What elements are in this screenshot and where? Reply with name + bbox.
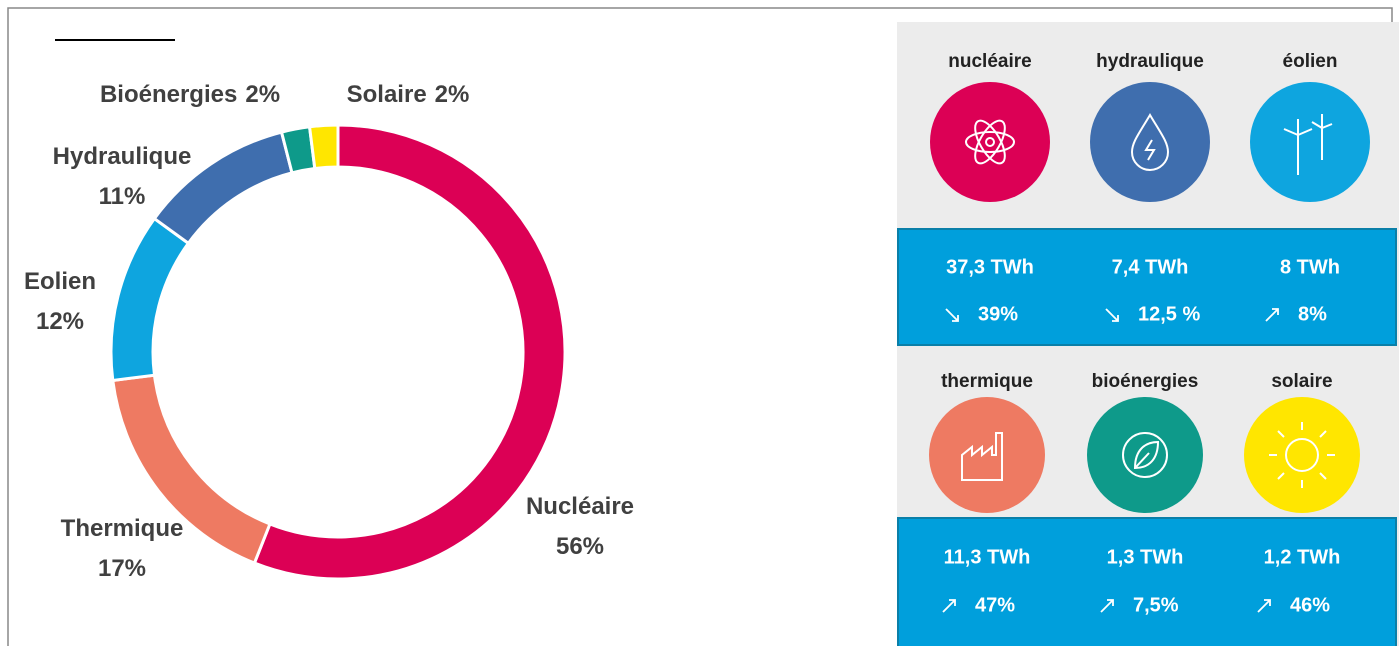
tile-value: 8 TWh [1280,256,1340,278]
panel: nucléaire 37,3 TWh 39% hydraulique 7,4 TWh 12… [941,51,1340,616]
donut-labels: Nucléaire 56% Thermique 17% Eolien 12% Hydraul… [24,81,634,582]
trend-arrow [1265,308,1279,322]
icon-nuclear [930,82,1050,202]
slice-label: Bioénergies 2% [100,81,280,108]
trend-arrow [1100,599,1114,613]
tile-change: 39% [978,303,1018,325]
icon-factory [961,432,1003,481]
slice-name: Bioénergies [100,81,237,108]
slice-value: 12% [36,308,84,335]
tile-name: bioénergies [1092,371,1199,392]
slice-label: Solaire 2% [347,81,470,108]
tile-value: 11,3 TWh [944,546,1031,568]
donut-slice [252,123,567,581]
icon-drop [1130,113,1170,171]
trend-arrow [942,599,956,613]
icon-sun [1269,422,1335,488]
slice-value: 56% [556,533,604,560]
tile-change: 12,5 % [1138,303,1200,325]
slice-label: Hydraulique 11% [53,143,192,210]
tile-name: éolien [1283,51,1338,72]
tile-value: 37,3 TWh [946,256,1034,278]
slice-value: 2% [435,81,470,108]
slice-label: Thermique 17% [61,515,184,582]
donut-slice [109,216,191,383]
tile-name: solaire [1271,371,1332,392]
icon-leaf [1122,432,1168,478]
value-box [897,517,1397,649]
donut-slice [307,123,340,171]
icon-atom [965,119,1015,165]
icon-bio [1087,397,1203,513]
tile-name: hydraulique [1096,51,1204,72]
slice-name: Eolien [24,268,96,295]
slice-value: 17% [98,555,146,582]
tile-change: 7,5% [1133,594,1179,616]
icon-turbine [1283,114,1333,175]
trend-arrow [1105,308,1119,322]
tile-name: thermique [941,371,1033,392]
tile-change: 46% [1290,594,1330,616]
slice-name: Nucléaire [526,493,634,520]
trend-arrow [945,308,959,322]
slice-label: Nucléaire 56% [526,493,634,560]
tile-change: 47% [975,594,1015,616]
icon-solar [1244,397,1360,513]
value-box [897,228,1397,346]
donut [109,123,567,581]
tile-value: 1,2 TWh [1264,546,1341,568]
icon-thermal [929,397,1045,513]
tile-value: 7,4 TWh [1112,256,1189,278]
slice-name: Hydraulique [53,143,192,170]
slice-value: 2% [245,81,280,108]
icon-wind [1250,82,1370,202]
slice-label: Eolien 12% [24,268,96,335]
slice-value: 11% [99,183,146,210]
trend-arrow [1257,599,1271,613]
tile-name: nucléaire [948,51,1031,72]
tile-value: 1,3 TWh [1107,546,1184,568]
slice-name: Solaire [347,81,427,108]
slice-name: Thermique [61,515,184,542]
tile-change: 8% [1298,303,1327,325]
